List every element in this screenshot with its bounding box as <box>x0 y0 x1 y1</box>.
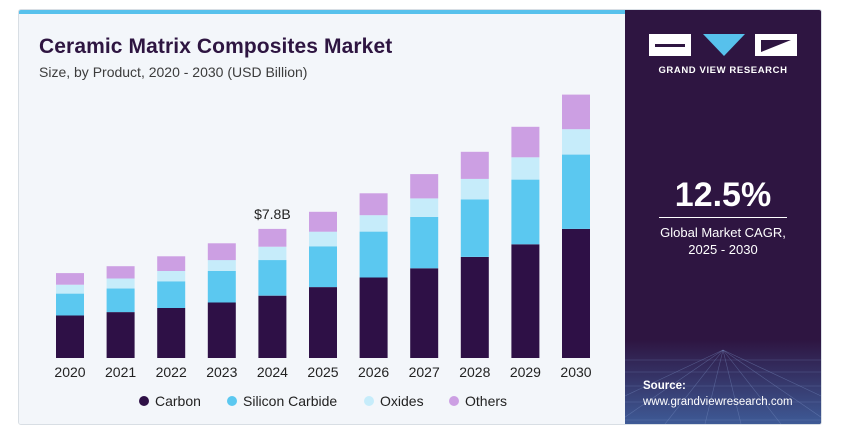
bar-stack-2024 <box>258 228 287 358</box>
bar-others-2028 <box>460 151 489 179</box>
bar-others-2029 <box>511 126 540 158</box>
bar-carbon-2028 <box>460 257 489 358</box>
bar-silicon-carbide-2020 <box>56 293 84 316</box>
x-tick-label: 2020 <box>54 364 85 380</box>
source-label: Source: <box>643 380 686 392</box>
grid-decoration <box>625 340 821 424</box>
bar-carbon-2030 <box>562 228 590 358</box>
bar-carbon-2020 <box>56 315 84 358</box>
bar-others-2030 <box>562 94 590 130</box>
chart-card: Ceramic Matrix Composites Market Size, b… <box>18 9 822 425</box>
cagr-divider <box>659 217 787 218</box>
bar-chart: 2020 2021 2022 2023 2024 $7.8B 2025 2026 2027 202… <box>54 94 592 409</box>
cagr-value: 12.5% <box>674 176 772 214</box>
bar-others-2023 <box>207 243 236 261</box>
x-tick-label: 2025 <box>307 364 338 380</box>
cagr-label: Global Market CAGR, 2025 - 2030 <box>625 224 821 258</box>
x-tick-label: 2027 <box>409 364 440 380</box>
source-link[interactable]: www.grandviewresearch.com <box>643 396 793 408</box>
bar-silicon-carbide-2028 <box>460 199 489 257</box>
bar-silicon-carbide-2027 <box>410 216 439 269</box>
cagr-label-line1: Global Market CAGR, <box>660 225 786 240</box>
bar-oxides-2026 <box>359 215 388 232</box>
brand-name: GRAND VIEW RESEARCH <box>658 65 788 76</box>
bar-stack-2028 <box>460 151 489 358</box>
bar-others-2026 <box>359 193 388 216</box>
sidebar-panel: GRAND VIEW RESEARCH 12.5% Global Market … <box>625 10 821 424</box>
bar-stack-2021 <box>106 266 135 358</box>
chart-title: Ceramic Matrix Composites Market <box>39 35 393 58</box>
bar-silicon-carbide-2023 <box>207 271 236 303</box>
legend-item-carbon: Carbon <box>139 393 201 409</box>
bar-silicon-carbide-2025 <box>309 246 337 288</box>
bar-oxides-2028 <box>460 178 489 200</box>
chart-panel: Ceramic Matrix Composites Market Size, b… <box>19 14 625 424</box>
legend-item-oxides: Oxides <box>364 393 424 409</box>
bar-stack-2029 <box>511 126 540 358</box>
chart-subtitle: Size, by Product, 2020 - 2030 (USD Billi… <box>39 64 308 80</box>
bar-oxides-2025 <box>309 231 337 247</box>
bar-carbon-2025 <box>309 287 337 358</box>
bar-oxides-2027 <box>410 198 439 217</box>
x-tick-label: 2029 <box>510 364 541 380</box>
x-tick-label: 2021 <box>105 364 136 380</box>
legend-label: Carbon <box>155 393 201 409</box>
x-tick-label: 2023 <box>206 364 237 380</box>
legend-swatch <box>139 396 149 406</box>
bar-oxides-2023 <box>207 260 236 271</box>
bar-silicon-carbide-2021 <box>106 288 135 313</box>
bar-silicon-carbide-2029 <box>511 179 540 245</box>
x-tick-label: 2030 <box>560 364 591 380</box>
bar-carbon-2024 <box>258 295 287 358</box>
bar-carbon-2021 <box>106 312 135 358</box>
bar-carbon-2023 <box>207 302 236 358</box>
bar-others-2021 <box>106 266 135 279</box>
legend-label: Oxides <box>380 393 424 409</box>
bar-others-2020 <box>56 273 84 285</box>
bar-silicon-carbide-2024 <box>258 260 287 296</box>
legend-item-others: Others <box>449 393 507 409</box>
legend-label: Silicon Carbide <box>243 393 337 409</box>
bar-oxides-2021 <box>106 278 135 289</box>
bar-others-2024 <box>258 228 287 247</box>
bar-oxides-2030 <box>562 129 590 155</box>
bar-stack-2030 <box>562 94 590 358</box>
bar-stack-2022 <box>157 256 186 358</box>
x-tick-label: 2022 <box>156 364 187 380</box>
data-label-annotation: $7.8B <box>254 206 291 222</box>
bar-stack-2026 <box>359 193 388 358</box>
legend-swatch <box>227 396 237 406</box>
bar-oxides-2022 <box>157 271 186 282</box>
bar-others-2022 <box>157 256 186 271</box>
legend-swatch <box>364 396 374 406</box>
bar-stack-2023 <box>207 243 236 358</box>
accent-bar <box>19 10 625 14</box>
x-tick-label: 2028 <box>459 364 490 380</box>
x-tick-label: 2026 <box>358 364 389 380</box>
bar-stack-2025 <box>309 211 337 358</box>
bar-others-2025 <box>309 211 337 232</box>
bar-carbon-2022 <box>157 308 186 358</box>
legend-swatch <box>449 396 459 406</box>
bar-carbon-2029 <box>511 244 540 358</box>
bar-stack-2020 <box>56 273 84 358</box>
grand-view-research-logo <box>649 34 797 56</box>
legend-item-silicon-carbide: Silicon Carbide <box>227 393 337 409</box>
bar-stack-2027 <box>410 174 439 358</box>
bar-oxides-2020 <box>56 284 84 294</box>
x-tick-label: 2024 <box>257 364 288 380</box>
legend-label: Others <box>465 393 507 409</box>
bar-oxides-2029 <box>511 157 540 180</box>
bar-carbon-2026 <box>359 277 388 358</box>
bar-others-2027 <box>410 174 439 199</box>
bar-oxides-2024 <box>258 246 287 261</box>
bar-silicon-carbide-2030 <box>562 154 590 229</box>
cagr-label-line2: 2025 - 2030 <box>688 242 758 257</box>
bar-silicon-carbide-2022 <box>157 281 186 308</box>
bar-silicon-carbide-2026 <box>359 231 388 278</box>
bar-carbon-2027 <box>410 268 439 358</box>
